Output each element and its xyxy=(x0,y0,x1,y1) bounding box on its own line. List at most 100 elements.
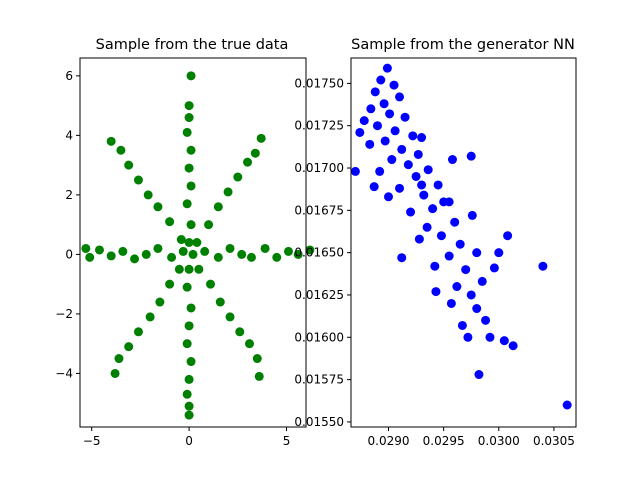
data-point xyxy=(439,197,449,207)
y-tick-label: −4 xyxy=(55,366,73,380)
data-point xyxy=(562,400,572,410)
data-point xyxy=(481,315,491,325)
data-point xyxy=(223,187,233,197)
data-point xyxy=(235,327,245,337)
data-point xyxy=(467,210,477,220)
data-point xyxy=(433,180,443,190)
data-point xyxy=(243,157,253,167)
data-point xyxy=(182,199,192,209)
data-point xyxy=(186,357,196,367)
y-axis-ticks: −4 −2 0 2 4 6 xyxy=(55,69,80,380)
data-point xyxy=(503,231,513,241)
data-point xyxy=(225,243,235,253)
data-point xyxy=(85,252,95,262)
true-data-panel: Sample from the true data −5 0 5 −4 −2 0 2 4 6 xyxy=(55,37,315,448)
data-point xyxy=(283,246,293,256)
data-point xyxy=(390,126,400,136)
data-point xyxy=(400,112,410,122)
data-point xyxy=(419,190,429,200)
data-point xyxy=(466,290,476,300)
data-point xyxy=(174,264,184,274)
y-tick-label: 0 xyxy=(65,247,73,261)
data-point xyxy=(305,245,315,255)
x-axis-ticks: 0.0290 0.0295 0.0300 0.0305 xyxy=(368,427,575,448)
y-tick-label: 0.01675 xyxy=(294,203,344,217)
data-point xyxy=(499,336,509,346)
data-point xyxy=(237,249,247,259)
data-point xyxy=(436,231,446,241)
data-point xyxy=(165,279,175,289)
data-point xyxy=(428,204,438,214)
data-point xyxy=(395,92,405,102)
data-point xyxy=(430,261,440,271)
data-point xyxy=(372,121,382,131)
data-point xyxy=(204,220,214,230)
y-tick-label: 2 xyxy=(65,188,73,202)
x-tick-label: 0.0305 xyxy=(533,434,575,448)
data-point xyxy=(489,263,499,273)
data-point xyxy=(200,246,210,256)
y-tick-label: 0.01700 xyxy=(294,161,344,175)
data-point xyxy=(184,101,194,111)
data-point xyxy=(133,327,143,337)
x-tick-label: 0 xyxy=(185,434,193,448)
data-point xyxy=(141,249,151,259)
data-point xyxy=(359,116,369,126)
data-point xyxy=(494,248,504,258)
data-point xyxy=(414,234,424,244)
data-point xyxy=(472,248,482,258)
data-point xyxy=(133,175,143,185)
data-point xyxy=(206,279,216,289)
data-point xyxy=(106,251,116,261)
data-point xyxy=(384,192,393,202)
data-point xyxy=(145,312,155,322)
data-point xyxy=(366,104,376,114)
data-point xyxy=(184,264,194,274)
data-point xyxy=(184,238,194,247)
data-point xyxy=(355,127,365,137)
data-point xyxy=(124,160,134,170)
data-point xyxy=(380,136,390,146)
data-point xyxy=(379,99,389,109)
data-point xyxy=(457,320,467,330)
data-point xyxy=(444,251,454,261)
data-point xyxy=(389,80,399,90)
data-point xyxy=(452,282,462,292)
data-point xyxy=(256,133,266,143)
x-tick-label: −5 xyxy=(83,434,101,448)
data-point xyxy=(153,202,163,212)
data-point xyxy=(463,332,473,342)
data-point xyxy=(376,75,386,85)
y-tick-label: 0.01750 xyxy=(294,76,344,90)
data-point xyxy=(397,253,407,263)
data-point xyxy=(477,276,487,286)
data-point xyxy=(182,389,192,399)
data-point xyxy=(370,87,380,97)
data-point xyxy=(382,63,392,73)
data-point xyxy=(182,282,192,292)
data-point xyxy=(155,297,165,307)
data-point xyxy=(94,245,104,255)
data-point xyxy=(182,127,192,137)
x-tick-label: 0.0300 xyxy=(478,434,520,448)
data-point xyxy=(124,342,134,352)
data-point xyxy=(182,339,192,349)
data-point xyxy=(411,171,421,181)
data-point xyxy=(395,183,405,193)
data-point xyxy=(215,297,225,307)
data-point xyxy=(186,181,196,191)
data-point xyxy=(252,354,262,364)
data-point xyxy=(408,131,418,141)
x-axis-ticks: −5 0 5 xyxy=(83,427,290,448)
data-point xyxy=(447,155,457,165)
data-point xyxy=(225,312,235,322)
y-tick-label: 0.01600 xyxy=(294,330,344,344)
generator-points xyxy=(350,63,572,410)
data-point xyxy=(472,304,482,314)
data-point xyxy=(450,217,460,227)
data-point xyxy=(194,264,204,274)
data-point xyxy=(184,113,194,123)
x-tick-label: 0.0295 xyxy=(423,434,465,448)
y-axis-ticks: 0.01550 0.01575 0.01600 0.01625 0.01650 0.016… xyxy=(294,76,351,429)
